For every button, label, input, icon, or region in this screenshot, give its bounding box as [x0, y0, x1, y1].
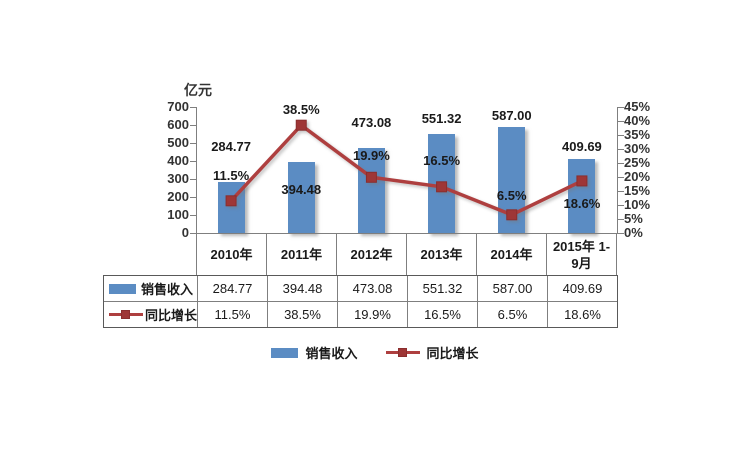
series-name: 同比增长 — [144, 308, 197, 323]
line-swatch-marker — [397, 348, 407, 357]
right-axis-tick-label: 20% — [624, 169, 651, 184]
legend-label: 同比增长 — [426, 346, 479, 361]
bar-value-label: 409.69 — [562, 139, 602, 155]
bar-sales-2010年 — [217, 181, 245, 233]
left-axis-tick-mark — [190, 215, 196, 216]
right-axis-line — [617, 107, 618, 234]
table-cell: 587.00 — [477, 276, 547, 301]
right-axis-tick-label: 15% — [624, 183, 651, 198]
left-axis-tick-label: 0 — [181, 225, 189, 240]
growth-value-label: 11.5% — [213, 167, 250, 183]
right-axis-tick-label: 25% — [624, 155, 651, 170]
data-table: 销售收入 284.77 394.48 473.08 551.32 587.00 409.69… — [103, 275, 618, 328]
right-axis-tick-mark — [618, 121, 624, 122]
left-axis-tick-label: 500 — [167, 135, 189, 150]
right-axis-tick-mark — [618, 205, 624, 206]
right-axis-tick-label: 45% — [624, 99, 651, 114]
bar-swatch-icon — [109, 283, 136, 294]
left-axis-tick-mark — [190, 197, 196, 198]
left-axis-tick-label: 100 — [167, 207, 189, 222]
left-axis-tick-mark — [190, 143, 196, 144]
left-axis-tick-label: 300 — [167, 171, 189, 186]
right-axis-tick-label: 35% — [624, 127, 651, 142]
left-axis-tick-mark — [190, 107, 196, 108]
table-row: 销售收入 284.77 394.48 473.08 551.32 587.00 409.69 — [104, 276, 617, 302]
growth-value-label: 19.9% — [352, 148, 390, 164]
left-axis-tick-label: 400 — [167, 153, 189, 168]
table-cell: 11.5% — [197, 302, 267, 327]
series-name: 销售收入 — [141, 282, 194, 297]
bar-swatch-icon — [271, 347, 299, 358]
x-axis-category-row: 2010年 2011年 2012年 2013年 2014年 2015年 1-9月 — [196, 233, 617, 275]
right-axis-tick-mark — [618, 219, 624, 220]
chart-legend: 销售收入 同比增长 — [0, 343, 750, 362]
table-row-label: 同比增长 — [104, 302, 197, 327]
right-axis-tick-mark — [618, 107, 624, 108]
bar-value-label: 551.32 — [421, 110, 462, 126]
right-axis-tick-mark — [618, 149, 624, 150]
table-cell: 284.77 — [197, 276, 267, 301]
right-axis-tick-mark — [618, 191, 624, 192]
table-row: 同比增长 11.5% 38.5% 19.9% 16.5% 6.5% 18.6% — [104, 302, 617, 327]
left-axis-tick-label: 700 — [167, 99, 189, 114]
right-axis-tick-mark — [618, 233, 624, 234]
table-cell: 18.6% — [547, 302, 617, 327]
table-cell: 38.5% — [267, 302, 337, 327]
bar-value-label: 394.48 — [281, 181, 322, 197]
left-axis-tick-mark — [190, 125, 196, 126]
right-axis-tick-mark — [618, 163, 624, 164]
category-label: 2015年 1-9月 — [546, 234, 617, 275]
bar-value-label: 587.00 — [491, 108, 532, 124]
line-marker-swatch-icon — [109, 310, 143, 319]
table-cell: 551.32 — [407, 276, 477, 301]
left-axis-title: 亿元 — [184, 82, 212, 98]
legend-item-growth: 同比增长 — [385, 343, 479, 362]
bar-sales-2013年 — [428, 133, 456, 233]
table-cell: 16.5% — [407, 302, 477, 327]
legend-item-sales: 销售收入 — [271, 343, 358, 362]
growth-value-label: 38.5% — [282, 102, 320, 118]
table-cell: 394.48 — [267, 276, 337, 301]
left-axis-tick-label: 600 — [167, 117, 189, 132]
table-cell: 409.69 — [547, 276, 617, 301]
left-axis-line — [196, 107, 197, 234]
left-axis-tick-mark — [190, 179, 196, 180]
line-swatch-marker — [121, 310, 130, 319]
growth-value-label: 18.6% — [563, 195, 601, 211]
right-axis-tick-label: 5% — [624, 211, 643, 226]
right-axis-tick-label: 10% — [624, 197, 651, 212]
right-axis-tick-label: 30% — [624, 141, 651, 156]
bar-value-label: 473.08 — [351, 114, 392, 130]
left-axis-tick-mark — [190, 233, 196, 234]
growth-value-label: 6.5% — [496, 187, 527, 203]
right-axis-tick-label: 40% — [624, 113, 651, 128]
right-axis-tick-mark — [618, 177, 624, 178]
line-marker-swatch-icon — [385, 348, 420, 357]
legend-label: 销售收入 — [305, 346, 358, 361]
category-label: 2012年 — [336, 234, 406, 275]
growth-value-label: 16.5% — [423, 152, 461, 168]
right-axis-tick-mark — [618, 135, 624, 136]
category-label: 2010年 — [196, 234, 266, 275]
left-axis-tick-label: 200 — [167, 189, 189, 204]
table-row-label: 销售收入 — [104, 276, 197, 301]
bar-sales-2014年 — [498, 127, 526, 233]
category-label: 2014年 — [476, 234, 546, 275]
growth-marker-2011年 — [295, 119, 307, 131]
category-label: 2011年 — [266, 234, 336, 275]
category-label: 2013年 — [406, 234, 476, 275]
left-axis-tick-mark — [190, 161, 196, 162]
table-cell: 6.5% — [477, 302, 547, 327]
table-cell: 473.08 — [337, 276, 407, 301]
right-axis-tick-label: 0% — [624, 225, 643, 240]
table-cell: 19.9% — [337, 302, 407, 327]
bar-value-label: 284.77 — [211, 138, 251, 154]
